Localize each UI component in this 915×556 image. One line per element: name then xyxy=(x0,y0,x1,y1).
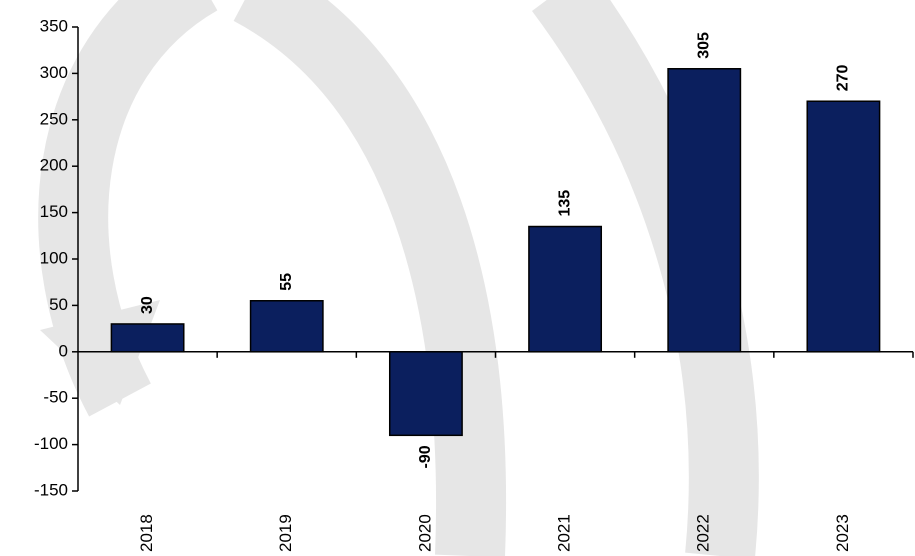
bar xyxy=(249,300,324,353)
x-tick-label: 2023 xyxy=(833,514,852,552)
x-tick-label: 2021 xyxy=(555,514,574,552)
x-tick-label: 2020 xyxy=(415,514,434,552)
bar xyxy=(806,100,881,353)
y-tick-label: -100 xyxy=(34,434,68,453)
y-tick-label: -50 xyxy=(43,388,68,407)
value-label: 55 xyxy=(278,273,295,291)
watermark xyxy=(38,0,759,556)
y-tick-label: 250 xyxy=(40,109,68,128)
y-tick-label: 50 xyxy=(49,295,68,314)
y-tick-label: 350 xyxy=(40,16,68,35)
y-tick-label: 200 xyxy=(40,156,68,175)
bar xyxy=(110,323,185,353)
y-tick-label: -150 xyxy=(34,480,68,499)
value-label: 305 xyxy=(695,32,712,59)
watermark-arc xyxy=(233,0,507,556)
x-tick-label: 2019 xyxy=(276,514,295,552)
value-label: 30 xyxy=(139,296,156,314)
y-tick-label: 100 xyxy=(40,248,68,267)
y-tick-label: 0 xyxy=(59,341,68,360)
bar xyxy=(528,225,603,353)
y-tick-label: 150 xyxy=(40,202,68,221)
value-label: 270 xyxy=(835,64,852,91)
y-tick-label: 300 xyxy=(40,63,68,82)
bar xyxy=(667,68,742,353)
x-tick-label: 2018 xyxy=(137,514,156,552)
bar xyxy=(388,351,463,437)
value-label: 135 xyxy=(556,190,573,217)
value-label: -90 xyxy=(417,445,434,468)
x-tick-label: 2022 xyxy=(694,514,713,552)
